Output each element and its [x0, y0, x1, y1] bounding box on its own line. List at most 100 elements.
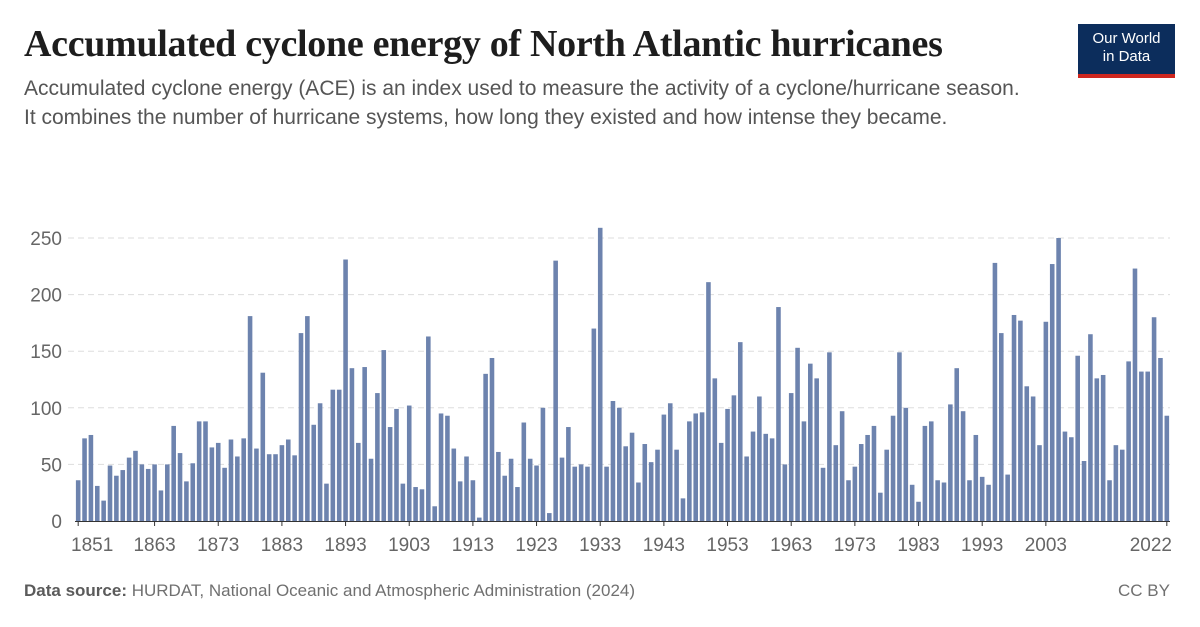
bar	[890, 415, 896, 521]
bar	[241, 438, 246, 521]
bar	[680, 498, 686, 521]
bar	[273, 454, 278, 521]
bar	[368, 458, 374, 521]
bar	[687, 421, 692, 521]
bar	[222, 467, 227, 521]
x-tick-label: 1893	[324, 535, 366, 556]
owid-logo[interactable]: Our World in Data	[1078, 24, 1175, 78]
bar	[1088, 334, 1093, 521]
bar	[476, 517, 482, 521]
bar	[489, 357, 495, 521]
x-tick-label: 1923	[515, 535, 557, 556]
bar	[1119, 449, 1125, 521]
x-tick-label: 1913	[452, 535, 494, 556]
bar	[547, 513, 552, 521]
logo-line-1: Our World	[1092, 30, 1161, 47]
x-tick-label: 2022	[1130, 535, 1172, 556]
x-tick-label: 1963	[770, 535, 812, 556]
bar	[750, 431, 756, 521]
bar	[566, 427, 571, 521]
bar	[247, 316, 253, 521]
bar	[674, 449, 679, 521]
bar	[432, 506, 437, 521]
bar	[451, 448, 457, 521]
bar	[871, 425, 877, 521]
bar	[992, 262, 998, 521]
bar	[941, 482, 947, 521]
bar	[483, 373, 488, 521]
bar	[190, 463, 196, 521]
bar	[852, 466, 858, 521]
license-link[interactable]: CC BY	[1118, 581, 1170, 600]
bar	[343, 259, 348, 521]
bar	[381, 350, 387, 521]
bar	[133, 450, 138, 521]
bar	[196, 421, 202, 521]
y-tick-label: 50	[41, 455, 62, 476]
bar	[375, 393, 380, 521]
bar	[617, 407, 622, 521]
bar	[120, 470, 126, 521]
bar	[744, 456, 749, 521]
bar	[559, 457, 565, 521]
bar	[788, 393, 794, 521]
bar	[795, 347, 800, 521]
bar	[438, 413, 444, 521]
bar	[986, 484, 991, 521]
x-tick-label: 1973	[834, 535, 876, 556]
bar	[362, 367, 367, 521]
bar	[260, 372, 266, 521]
bar	[387, 427, 393, 521]
bar	[1100, 374, 1106, 521]
bar	[1024, 386, 1030, 521]
logo-line-2: in Data	[1102, 48, 1151, 65]
bar	[916, 501, 921, 521]
bar	[699, 412, 705, 521]
bar	[1011, 314, 1017, 521]
chart-subtitle: Accumulated cyclone energy (ACE) is an i…	[24, 77, 1020, 129]
x-tick-label: 1873	[197, 535, 239, 556]
y-tick-label: 200	[30, 286, 62, 307]
bar	[139, 464, 145, 521]
bar	[661, 414, 667, 521]
bar	[534, 465, 539, 521]
bar	[1158, 357, 1163, 521]
bar	[585, 466, 590, 521]
bar	[820, 467, 826, 521]
data-source-text: HURDAT, National Oceanic and Atmospheric…	[131, 581, 636, 600]
bar	[604, 466, 609, 521]
bar	[470, 480, 476, 521]
bar	[636, 482, 641, 521]
bar	[1049, 264, 1055, 521]
bar	[540, 407, 546, 521]
bar	[254, 448, 259, 521]
bar	[126, 457, 132, 521]
bar	[1062, 431, 1068, 521]
bar	[406, 405, 412, 521]
bar	[82, 438, 87, 521]
bar	[298, 333, 304, 521]
bar-chart: 0 50 100 150 200 250 1851 1863 1873 1883 1893 1903 1…	[30, 227, 1172, 556]
bar	[184, 481, 189, 521]
bar	[846, 480, 851, 521]
x-tick-label: 2003	[1025, 535, 1067, 556]
bar	[833, 445, 839, 521]
y-tick-label: 0	[51, 512, 62, 533]
x-tick-label: 1903	[388, 535, 430, 556]
bar	[725, 408, 730, 521]
bar	[1113, 445, 1119, 521]
bar	[145, 468, 151, 521]
bar	[502, 475, 508, 521]
bar	[973, 434, 979, 521]
bar	[496, 451, 501, 521]
bar	[1094, 378, 1100, 521]
bar	[94, 485, 100, 521]
bar	[317, 403, 323, 521]
bar	[782, 464, 788, 521]
bar	[215, 442, 221, 521]
chart-title: Accumulated cyclone energy of North Atla…	[24, 23, 943, 65]
bar	[623, 446, 628, 521]
bar	[642, 444, 648, 521]
x-tick-label: 1933	[579, 535, 621, 556]
bar	[884, 449, 889, 521]
